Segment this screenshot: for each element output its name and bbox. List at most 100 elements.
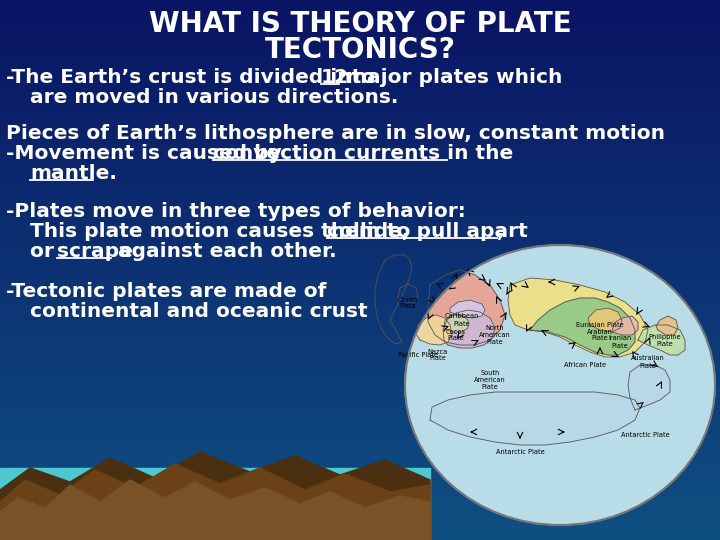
Bar: [0, 190, 720, 193]
Bar: [0, 495, 720, 497]
Bar: [0, 269, 720, 272]
Bar: [0, 257, 720, 259]
Text: -Tectonic plates are made of: -Tectonic plates are made of: [6, 282, 326, 301]
Text: Cocos
Plate: Cocos Plate: [446, 328, 466, 341]
Bar: [0, 10, 720, 12]
Bar: [0, 426, 720, 428]
Bar: [0, 284, 720, 286]
Bar: [0, 156, 720, 158]
Bar: [0, 149, 720, 151]
Bar: [0, 482, 720, 484]
Bar: [0, 390, 720, 393]
Bar: [0, 352, 720, 355]
Bar: [0, 70, 720, 72]
Text: collide, pull apart: collide, pull apart: [327, 222, 528, 241]
Bar: [0, 287, 720, 290]
Polygon shape: [398, 284, 418, 302]
Polygon shape: [450, 300, 485, 318]
Text: scrape: scrape: [57, 242, 133, 261]
Bar: [0, 12, 720, 15]
Text: Antarctic Plate: Antarctic Plate: [621, 432, 670, 438]
Bar: [0, 208, 720, 211]
Text: Eurasian Plate: Eurasian Plate: [576, 322, 624, 328]
Bar: [0, 318, 720, 320]
Bar: [0, 415, 720, 417]
Bar: [0, 354, 720, 356]
Bar: [0, 262, 720, 265]
Bar: [0, 349, 720, 351]
Bar: [0, 395, 720, 398]
Bar: [0, 286, 720, 288]
Text: -Movement is caused by: -Movement is caused by: [6, 144, 289, 163]
Bar: [0, 246, 720, 248]
Bar: [0, 525, 720, 528]
Polygon shape: [638, 325, 685, 355]
Bar: [0, 509, 720, 511]
Bar: [0, 187, 720, 189]
Bar: [0, 516, 720, 518]
Text: TECTONICS?: TECTONICS?: [264, 36, 456, 64]
Bar: [0, 127, 720, 130]
Bar: [0, 140, 720, 142]
Bar: [0, 113, 720, 115]
Bar: [0, 503, 720, 506]
Bar: [0, 333, 720, 335]
Bar: [0, 334, 720, 336]
Bar: [0, 239, 720, 241]
Text: -The Earth’s crust is divided into: -The Earth’s crust is divided into: [6, 68, 382, 87]
Bar: [0, 448, 720, 450]
Bar: [0, 64, 720, 66]
Bar: [0, 475, 720, 477]
Bar: [0, 255, 720, 258]
Bar: [0, 185, 720, 187]
Bar: [0, 399, 720, 401]
Bar: [0, 52, 720, 54]
Polygon shape: [375, 255, 412, 344]
Bar: [0, 330, 720, 333]
Bar: [0, 33, 720, 36]
Bar: [0, 179, 720, 182]
Text: Iranian
Plate: Iranian Plate: [608, 335, 631, 348]
Bar: [0, 500, 720, 502]
Text: Pacific Plate: Pacific Plate: [398, 352, 438, 358]
Bar: [0, 172, 720, 174]
Bar: [0, 428, 720, 430]
Bar: [0, 63, 720, 65]
Bar: [0, 44, 720, 47]
Bar: [0, 271, 720, 274]
Bar: [0, 167, 720, 169]
Bar: [0, 460, 720, 463]
Bar: [0, 302, 720, 304]
Text: 12: 12: [320, 68, 348, 87]
Bar: [0, 282, 720, 285]
Bar: [0, 311, 720, 313]
Bar: [0, 60, 720, 63]
Bar: [0, 125, 720, 128]
Bar: [0, 171, 720, 173]
Bar: [0, 268, 720, 270]
Bar: [0, 489, 720, 491]
Bar: [0, 464, 720, 466]
Bar: [0, 341, 720, 344]
Bar: [0, 453, 720, 455]
Bar: [0, 249, 720, 252]
Bar: [0, 532, 720, 535]
Bar: [0, 367, 720, 369]
Bar: [0, 230, 720, 232]
Bar: [0, 471, 720, 474]
Bar: [0, 403, 720, 405]
Bar: [0, 442, 720, 444]
Bar: [0, 141, 720, 144]
Bar: [0, 253, 720, 255]
Bar: [0, 372, 720, 374]
Bar: [0, 449, 720, 452]
Bar: [0, 376, 720, 378]
Bar: [0, 538, 720, 540]
Bar: [0, 388, 720, 390]
Bar: [0, 117, 720, 119]
Bar: [0, 176, 720, 178]
Bar: [0, 306, 720, 308]
Bar: [0, 242, 720, 245]
Bar: [0, 77, 720, 79]
Bar: [0, 199, 720, 201]
